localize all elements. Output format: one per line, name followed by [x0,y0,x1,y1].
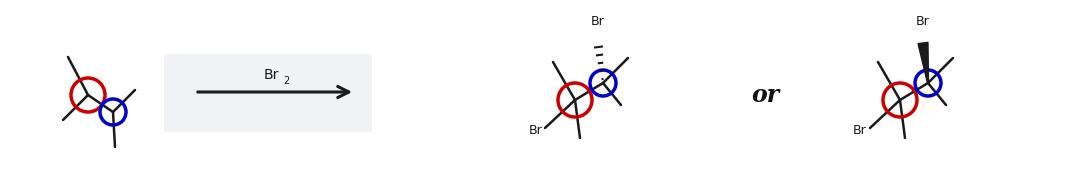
Text: Br: Br [917,15,929,28]
Text: 2: 2 [283,76,290,86]
Text: Br: Br [263,68,279,82]
Text: Br: Br [853,123,867,137]
Polygon shape [918,42,928,83]
Text: Br: Br [528,123,542,137]
FancyBboxPatch shape [164,54,372,132]
Text: or: or [751,83,779,107]
Text: Br: Br [591,15,605,28]
